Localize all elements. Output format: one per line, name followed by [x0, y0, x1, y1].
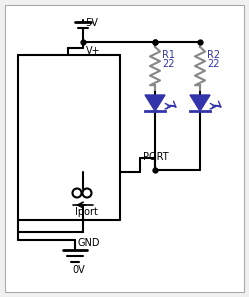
Text: 5V: 5V [85, 18, 98, 28]
Text: 22: 22 [207, 59, 220, 69]
Text: Iport: Iport [75, 207, 98, 217]
Polygon shape [190, 95, 210, 111]
Text: R1: R1 [162, 50, 175, 60]
Text: PORT: PORT [143, 152, 169, 162]
Polygon shape [145, 95, 165, 111]
Text: R2: R2 [207, 50, 220, 60]
Text: GND: GND [78, 238, 101, 248]
Text: 0V: 0V [72, 265, 85, 275]
Text: V+: V+ [86, 46, 101, 56]
FancyBboxPatch shape [5, 5, 244, 292]
Text: 22: 22 [162, 59, 175, 69]
